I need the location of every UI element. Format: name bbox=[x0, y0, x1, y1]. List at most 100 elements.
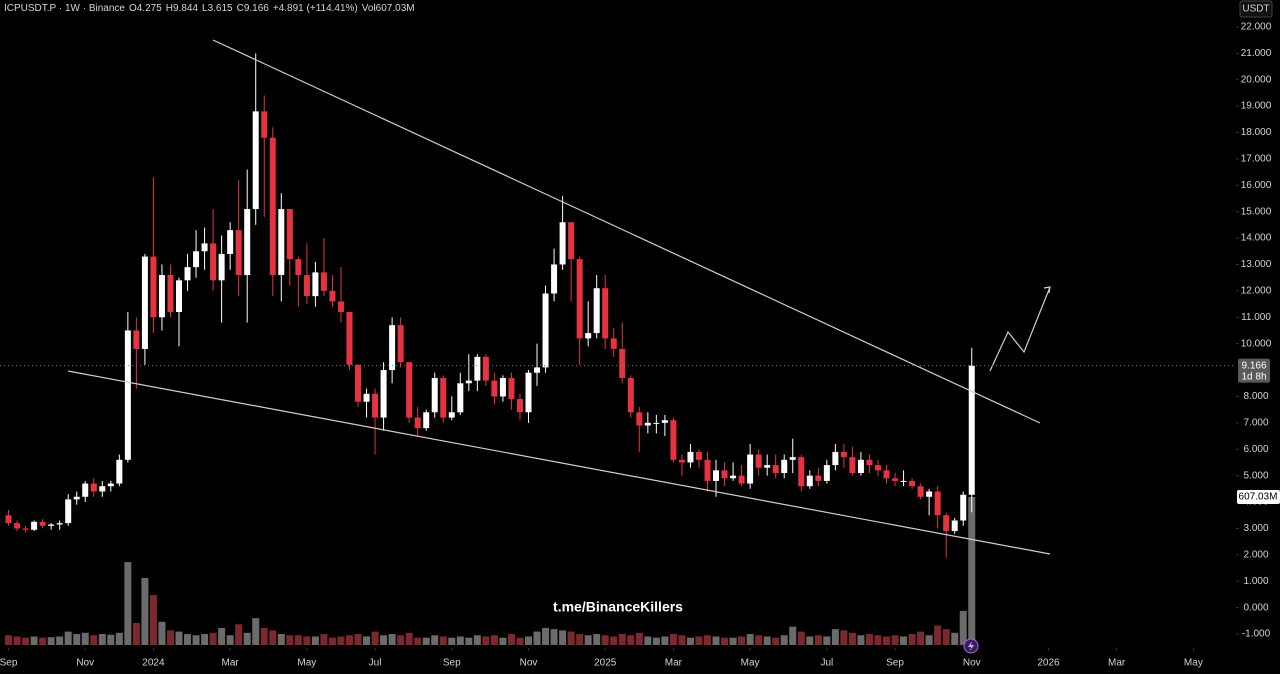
volume-bar bbox=[473, 635, 481, 645]
volume-bar bbox=[712, 636, 720, 645]
candle-body bbox=[56, 523, 63, 525]
candle-body bbox=[397, 325, 404, 363]
candle-body bbox=[286, 209, 293, 260]
volume-bar bbox=[686, 637, 694, 645]
candle-body bbox=[201, 243, 208, 252]
y-tick-label: 7.000 bbox=[1243, 417, 1268, 428]
candle-body bbox=[269, 137, 276, 276]
candle-body bbox=[482, 356, 489, 381]
candle-body bbox=[244, 209, 251, 276]
candle-body bbox=[82, 483, 89, 497]
projection-arrowhead bbox=[1043, 286, 1051, 294]
x-tick-label: May bbox=[741, 658, 760, 669]
volume-bar bbox=[576, 634, 584, 645]
volume-bar bbox=[823, 636, 831, 645]
volume-bar bbox=[209, 632, 217, 645]
x-tick-label: May bbox=[297, 658, 316, 669]
x-tick-label: Sep bbox=[886, 658, 904, 669]
volume-bar bbox=[388, 634, 396, 645]
candle-body bbox=[5, 515, 12, 524]
candle-body bbox=[184, 267, 191, 281]
y-tick-label: 17.000 bbox=[1241, 154, 1272, 165]
candle-body bbox=[789, 457, 796, 460]
y-tick-label: 11.000 bbox=[1241, 312, 1271, 323]
candle-body bbox=[721, 470, 728, 479]
y-tick-label: 13.000 bbox=[1241, 259, 1272, 270]
volume-bar bbox=[635, 632, 643, 645]
y-tick-label: 14.000 bbox=[1241, 233, 1272, 244]
volume-bar bbox=[354, 634, 362, 645]
candle-body bbox=[738, 475, 745, 484]
candle-body bbox=[48, 524, 55, 526]
candle-body bbox=[559, 222, 566, 265]
candle-body bbox=[832, 451, 839, 466]
volume-bar bbox=[900, 636, 908, 645]
trend-line-upper bbox=[212, 39, 1041, 424]
candle-body bbox=[65, 499, 72, 524]
header-item: +4.891 (+114.41%) bbox=[273, 3, 358, 14]
volume-bar bbox=[908, 634, 916, 645]
candle-body bbox=[755, 454, 762, 468]
volume-bar bbox=[755, 635, 763, 645]
volume-bar bbox=[934, 625, 942, 645]
candle-body bbox=[99, 486, 106, 492]
volume-bar bbox=[5, 635, 13, 645]
volume-bar bbox=[917, 631, 925, 645]
volume-bar bbox=[857, 635, 865, 645]
candle-body bbox=[840, 451, 847, 458]
x-tick-label: 2024 bbox=[142, 658, 165, 669]
candle-body bbox=[499, 377, 506, 397]
candle-body bbox=[193, 251, 200, 268]
candle-body bbox=[857, 459, 864, 474]
candle-body bbox=[644, 422, 651, 426]
candle-body bbox=[431, 377, 438, 413]
volume-bar bbox=[550, 629, 558, 645]
volume-bar bbox=[669, 634, 677, 645]
candle-body bbox=[781, 459, 788, 474]
projection-path bbox=[989, 286, 1051, 372]
candle-body bbox=[116, 459, 123, 484]
volume-bar bbox=[277, 634, 285, 645]
volume-bar bbox=[627, 635, 635, 645]
volume-bar bbox=[567, 631, 575, 645]
candle-body bbox=[39, 521, 46, 526]
volume-bar bbox=[243, 632, 251, 645]
y-tick-label: 12.000 bbox=[1241, 286, 1272, 297]
volume-bar bbox=[260, 627, 268, 645]
volume-bar bbox=[601, 635, 609, 645]
header-item: H9.844 bbox=[166, 3, 199, 14]
y-tick-label: 19.000 bbox=[1241, 101, 1272, 112]
y-tick-label: 6.000 bbox=[1243, 444, 1268, 455]
last-price-label: 9.166 bbox=[1241, 360, 1266, 371]
volume-bar bbox=[542, 627, 550, 645]
volume-bar bbox=[269, 630, 277, 645]
candle-body bbox=[568, 222, 575, 260]
x-tick-label: Sep bbox=[443, 658, 461, 669]
candle-body bbox=[585, 333, 592, 339]
y-tick-label: 18.000 bbox=[1241, 127, 1272, 138]
candle-body bbox=[900, 480, 907, 482]
volume-bar bbox=[610, 636, 618, 645]
candle-body bbox=[337, 301, 344, 312]
x-tick-label: Jul bbox=[369, 658, 382, 669]
volume-bar bbox=[115, 632, 123, 645]
header-item: O4.275 bbox=[129, 3, 162, 14]
candle-body bbox=[798, 457, 805, 487]
volume-bar bbox=[192, 635, 200, 645]
volume-bar bbox=[235, 624, 243, 645]
x-tick-label: Mar bbox=[1108, 658, 1126, 669]
candle-body bbox=[320, 272, 327, 291]
candle-body bbox=[406, 362, 413, 418]
x-tick-label: 2026 bbox=[1037, 658, 1060, 669]
candle-body bbox=[823, 465, 830, 481]
y-tick-label: 20.000 bbox=[1241, 74, 1272, 85]
candle-body bbox=[235, 230, 242, 276]
candle-body bbox=[218, 253, 225, 281]
candle-body bbox=[295, 259, 302, 276]
candle-body bbox=[372, 393, 379, 418]
candle-body bbox=[892, 478, 899, 481]
volume-bar bbox=[422, 637, 430, 645]
volume-bar bbox=[499, 637, 507, 645]
volume-bar bbox=[397, 635, 405, 645]
